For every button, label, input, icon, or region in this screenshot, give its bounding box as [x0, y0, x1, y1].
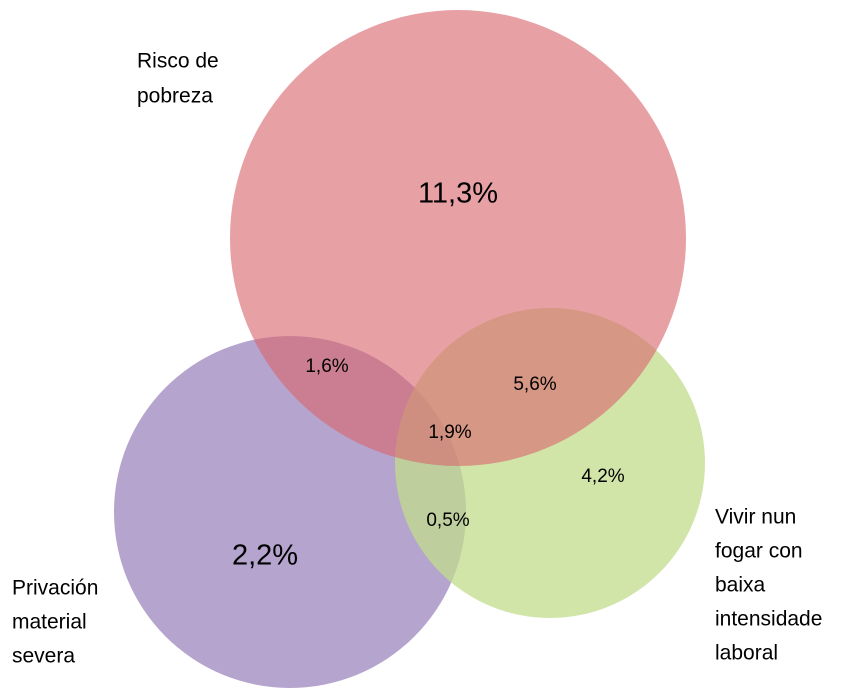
set-label: severa — [12, 645, 75, 668]
set-label: fogar con — [715, 540, 803, 563]
set-label: material — [12, 611, 87, 634]
set-label: laboral — [715, 642, 778, 665]
region-label: 2,2% — [232, 540, 298, 572]
set-label: pobreza — [137, 85, 213, 108]
region-label: 4,2% — [581, 466, 624, 487]
region-label: 5,6% — [513, 374, 556, 395]
set-label: baixa — [715, 574, 766, 597]
region-label: 1,6% — [305, 356, 348, 377]
set-label: Vivir nun — [715, 506, 796, 529]
set-label: Privación — [12, 577, 98, 600]
set-label: intensidade — [715, 608, 822, 631]
circle-risco-pobreza — [230, 10, 686, 466]
region-label: 1,9% — [428, 422, 471, 443]
set-label: Risco de — [137, 50, 219, 73]
region-label: 0,5% — [426, 510, 469, 531]
region-label: 11,3% — [418, 178, 498, 210]
